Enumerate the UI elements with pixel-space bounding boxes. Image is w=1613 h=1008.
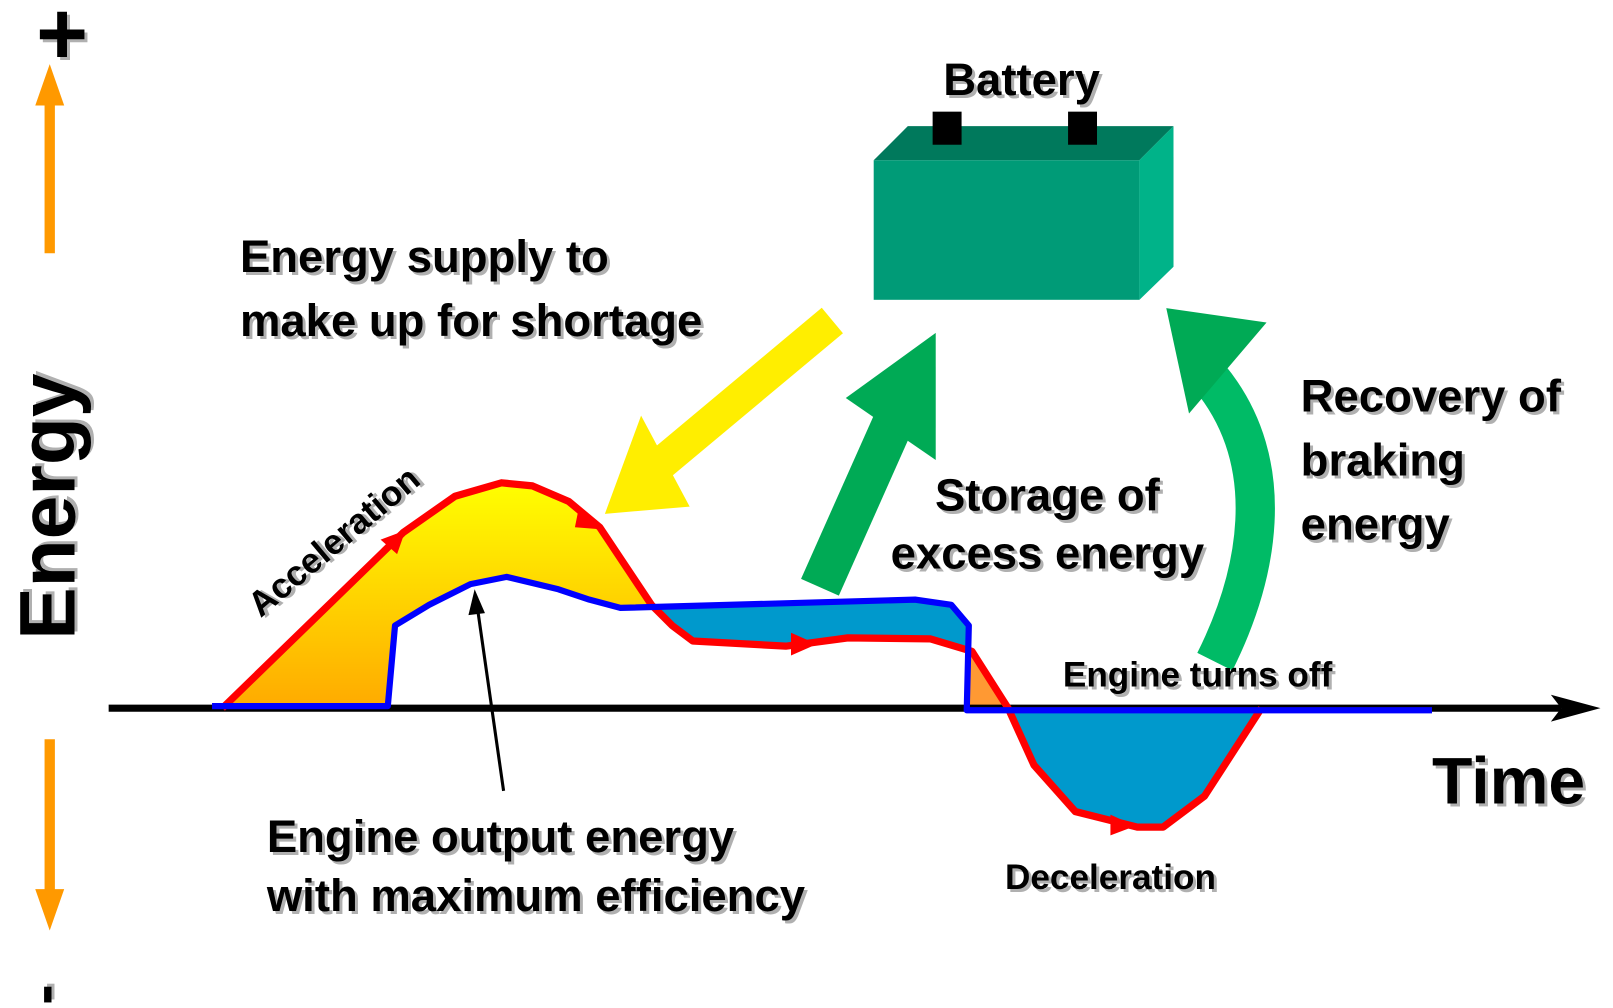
engine-output-label: with maximum efficiency	[266, 870, 806, 921]
minus-sign: -	[9, 984, 78, 1005]
recovery-label: energy	[1301, 499, 1451, 550]
x-axis-label: Time	[1432, 744, 1585, 818]
y-axis-label: Energy	[4, 373, 92, 640]
recovery-label: braking	[1301, 435, 1465, 486]
engine-off-label: Engine turns off	[1063, 655, 1333, 694]
plus-sign: +	[36, 0, 88, 83]
battery-icon	[874, 112, 1174, 300]
battery-label: Battery	[943, 54, 1100, 105]
supply-label: make up for shortage	[240, 295, 702, 346]
recovery-label: Recovery of	[1301, 370, 1562, 421]
storage-label: Storage of	[935, 470, 1161, 521]
diagram: Battery Energy supply to make up for sho…	[0, 0, 1613, 1008]
engine-output-label: Engine output energy	[267, 811, 735, 862]
deceleration-label: Deceleration	[1005, 858, 1216, 897]
pointer-arrow	[468, 589, 503, 791]
supply-label: Energy supply to	[240, 231, 609, 282]
recovery-arrow	[1166, 308, 1266, 662]
storage-label: excess energy	[891, 528, 1205, 579]
supply-arrow	[605, 320, 832, 513]
